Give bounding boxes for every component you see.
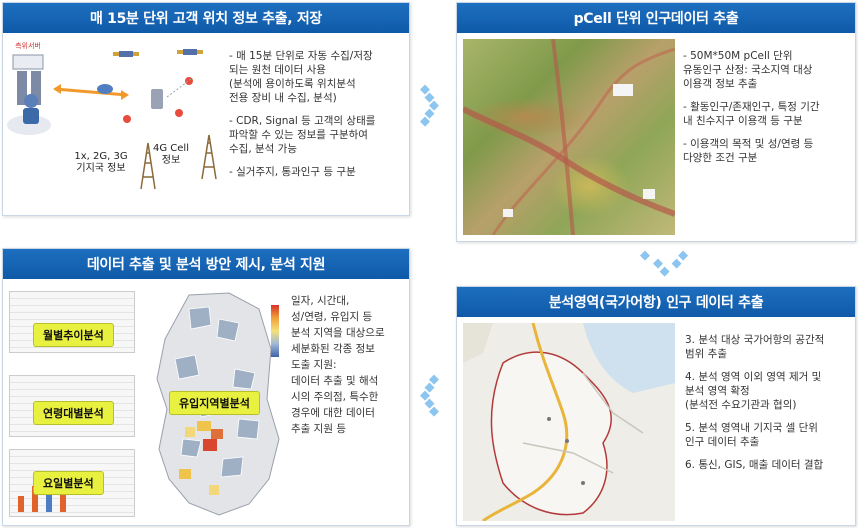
bullet-list: 일자, 시간대, 성/연령, 유입지 등 분석 지역을 대상으로 세분화된 각종… xyxy=(291,293,409,446)
user-icon xyxy=(24,94,38,108)
server-label: 측위서버 xyxy=(15,41,41,50)
panel-title: 분석영역(국가어항) 인구 데이터 추출 xyxy=(457,287,855,317)
pcell-heatmap xyxy=(463,39,675,235)
transfer-arrow xyxy=(54,87,128,97)
panel-pcell-extraction: pCell 단위 인구데이터 추출 - 50M*50M pCell 단위 유동인… xyxy=(456,2,856,242)
phone-icon xyxy=(151,89,163,109)
tag-age-group: 연령대별분석 xyxy=(33,401,114,425)
flow-arrow-right-icon: ◆ ◆ ◆ ◆ ◆ xyxy=(420,82,440,129)
bullet-item: - 실거주지, 통과인구 등 구분 xyxy=(229,166,356,178)
base-station-caption: 1x, 2G, 3G 기지국 정보 xyxy=(74,151,128,174)
bullet-item: - 이용객의 목적 및 성/연령 등 다양한 조건 구분 xyxy=(683,138,814,164)
bullet-item: 4. 분석 영역 이외 영역 제거 및 분석 영역 확정 (분석전 수요기관과 … xyxy=(685,371,822,411)
color-scale-legend xyxy=(271,305,279,357)
server-icon xyxy=(17,71,27,105)
cell-tower-icon xyxy=(140,134,217,189)
harbor-boundary-map xyxy=(463,323,675,521)
weekday-table xyxy=(9,449,135,517)
bullet-item: 일자, 시간대, 성/연령, 유입지 등 분석 지역을 대상으로 세분화된 각종… xyxy=(291,295,385,435)
router-icon xyxy=(97,84,113,94)
bullet-item: 5. 분석 영역내 기지국 셀 단위 인구 데이터 추출 xyxy=(685,422,818,448)
panel-analysis-support: 데이터 추출 및 분석 방안 제시, 분석 지원 월별추이분석 연령대별분석 요… xyxy=(2,248,410,526)
tag-inflow-region: 유입지역별분석 xyxy=(169,391,260,415)
tag-weekday: 요일별분석 xyxy=(33,471,104,495)
flow-arrow-left-icon: ◆ ◆ ◆ ◆ ◆ xyxy=(420,372,440,419)
bullet-list: - 매 15분 단위로 자동 수집/저장 되는 원천 데이터 사용 (분석에 용… xyxy=(229,49,409,188)
network-illustration: 측위서버 xyxy=(7,41,217,189)
bullet-list: - 50M*50M pCell 단위 유동인구 산정: 국소지역 대상 이용객 … xyxy=(683,49,855,174)
flow-arrow-down-icon: ◆ ◆ ◆ ◆ ◆ xyxy=(640,248,691,279)
bullet-item: 3. 분석 대상 국가어항의 공간적 범위 추출 xyxy=(685,334,825,360)
bullet-list: 3. 분석 대상 국가어항의 공간적 범위 추출 4. 분석 영역 이외 영역 … xyxy=(685,333,855,481)
panel-title: pCell 단위 인구데이터 추출 xyxy=(457,3,855,33)
cell-info-caption: 4G Cell 정보 xyxy=(153,143,189,166)
panel-location-collection: 매 15분 단위 고객 위치 정보 추출, 저장 측위서버 xyxy=(2,2,410,216)
satellite-icon xyxy=(113,51,139,57)
panel-title: 데이터 추출 및 분석 방안 제시, 분석 지원 xyxy=(3,249,409,279)
bullet-item: 6. 통신, GIS, 매출 데이터 결합 xyxy=(685,459,824,471)
bullet-item: - 매 15분 단위로 자동 수집/저장 되는 원천 데이터 사용 (분석에 용… xyxy=(229,50,373,104)
bullet-item: - CDR, Signal 등 고객의 상태를 파악할 수 있는 정보를 구분하… xyxy=(229,115,376,155)
bullet-item: - 활동인구/존재인구, 특정 기간 내 친수지구 이용객 등 구분 xyxy=(683,101,820,127)
bullet-item: - 50M*50M pCell 단위 유동인구 산정: 국소지역 대상 이용객 … xyxy=(683,50,813,90)
panel-harbor-population: 분석영역(국가어항) 인구 데이터 추출 3. 분석 대상 국가어항의 공간적 … xyxy=(456,286,856,526)
tag-monthly-trend: 월별추이분석 xyxy=(33,323,114,347)
panel-title: 매 15분 단위 고객 위치 정보 추출, 저장 xyxy=(3,3,409,33)
